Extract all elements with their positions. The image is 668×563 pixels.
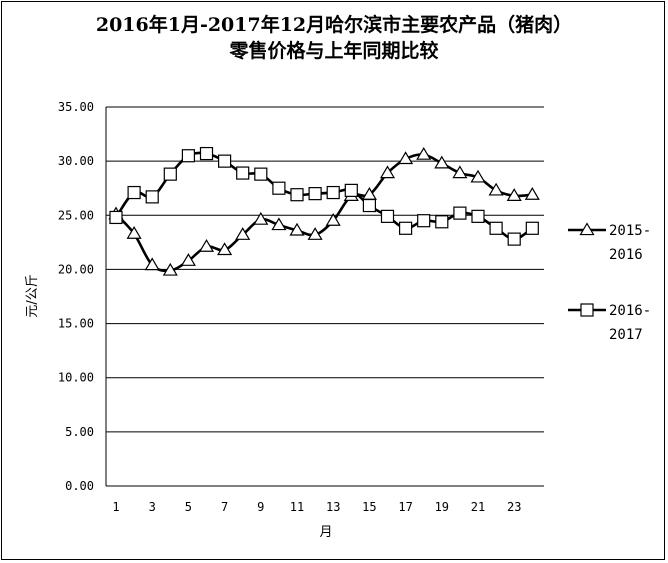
data-point bbox=[489, 221, 503, 235]
data-point bbox=[362, 198, 376, 213]
legend-label-line-1: 2016- bbox=[609, 303, 651, 319]
y-axis-ticks: 0.00 5.00 10.00 15.00 20.00 25.00 30.00 35.00 bbox=[58, 100, 94, 493]
legend-item: 2015- 2016 bbox=[568, 222, 651, 263]
data-point bbox=[235, 227, 251, 240]
data-point bbox=[271, 217, 287, 231]
x-tick-label: 9 bbox=[257, 500, 264, 514]
data-point bbox=[308, 187, 322, 201]
data-point bbox=[199, 146, 214, 161]
data-point bbox=[470, 169, 486, 183]
data-point bbox=[109, 210, 123, 225]
plot-area bbox=[105, 107, 544, 487]
y-tick-label: 25.00 bbox=[58, 208, 94, 222]
x-tick-label: 1 bbox=[112, 500, 119, 514]
data-point bbox=[471, 209, 485, 223]
data-point bbox=[217, 242, 233, 256]
data-point bbox=[416, 146, 432, 160]
x-tick-label: 11 bbox=[290, 500, 304, 514]
data-point bbox=[435, 215, 449, 229]
data-point bbox=[452, 165, 468, 179]
data-point bbox=[126, 226, 142, 239]
data-point bbox=[162, 262, 178, 276]
data-point bbox=[236, 166, 250, 180]
data-point bbox=[326, 185, 340, 200]
data-point bbox=[289, 222, 305, 236]
legend-marker bbox=[580, 303, 594, 317]
legend: 2015- 2016 2016- 2017 bbox=[568, 222, 651, 343]
series-line bbox=[114, 151, 534, 241]
data-point bbox=[145, 190, 159, 204]
x-axis-label: 月 bbox=[319, 525, 332, 540]
x-tick-label: 19 bbox=[435, 500, 449, 514]
data-point bbox=[254, 167, 268, 181]
y-tick-label: 10.00 bbox=[58, 371, 94, 385]
data-point bbox=[198, 239, 215, 252]
series-group bbox=[108, 146, 540, 276]
legend-item: 2016- 2017 bbox=[568, 303, 651, 343]
x-tick-label: 13 bbox=[326, 500, 340, 514]
y-tick-label: 0.00 bbox=[65, 479, 94, 493]
chart-title-line-2: 零售价格与上年同期比较 bbox=[229, 40, 439, 62]
x-tick-label: 17 bbox=[398, 500, 412, 514]
data-point bbox=[325, 213, 341, 226]
legend-label-line-1: 2015- bbox=[609, 223, 651, 239]
y-tick-label: 35.00 bbox=[58, 100, 94, 114]
x-tick-label: 7 bbox=[221, 500, 228, 514]
legend-label-line-2: 2017 bbox=[609, 327, 643, 343]
data-point bbox=[434, 155, 450, 169]
chart-title: 2016年1月-2017年12月哈尔滨市主要农产品（猪肉） 零售价格与上年同期比… bbox=[2, 12, 666, 64]
data-point bbox=[180, 253, 196, 266]
data-point bbox=[307, 227, 323, 240]
data-point bbox=[290, 188, 304, 202]
y-tick-label: 20.00 bbox=[58, 262, 94, 276]
gridlines bbox=[106, 106, 544, 487]
data-point bbox=[524, 187, 540, 200]
chart-title-line-1: 2016年1月-2017年12月哈尔滨市主要农产品（猪肉） bbox=[95, 14, 573, 36]
legend-marker bbox=[579, 222, 595, 236]
data-point bbox=[344, 183, 358, 197]
y-tick-label: 5.00 bbox=[65, 425, 94, 439]
data-point bbox=[253, 211, 269, 225]
legend-label-line-2: 2016 bbox=[609, 247, 643, 263]
series-2016-2017 bbox=[109, 146, 539, 246]
data-point bbox=[163, 167, 177, 181]
x-tick-label: 15 bbox=[362, 500, 376, 514]
x-axis-ticks: 1 3 5 7 9 11 13 15 17 19 21 23 bbox=[112, 500, 521, 514]
data-point bbox=[525, 221, 539, 235]
data-point bbox=[488, 182, 504, 196]
data-point bbox=[218, 154, 232, 168]
data-point bbox=[127, 185, 141, 200]
data-point bbox=[272, 181, 286, 195]
data-point bbox=[506, 188, 522, 201]
data-point bbox=[417, 214, 431, 228]
data-point bbox=[398, 151, 414, 165]
y-tick-label: 15.00 bbox=[58, 317, 94, 331]
data-point bbox=[453, 206, 467, 220]
data-point bbox=[181, 149, 195, 163]
data-point bbox=[144, 257, 160, 271]
x-tick-label: 5 bbox=[185, 500, 192, 514]
data-point bbox=[399, 221, 413, 235]
data-point bbox=[379, 165, 396, 179]
y-tick-label: 30.00 bbox=[58, 154, 94, 168]
x-tick-label: 3 bbox=[149, 500, 156, 514]
y-axis-label: 元/公斤 bbox=[25, 274, 40, 317]
x-tick-label: 21 bbox=[471, 500, 485, 514]
x-tick-label: 23 bbox=[507, 500, 521, 514]
data-point bbox=[507, 232, 521, 246]
data-point bbox=[380, 209, 395, 223]
